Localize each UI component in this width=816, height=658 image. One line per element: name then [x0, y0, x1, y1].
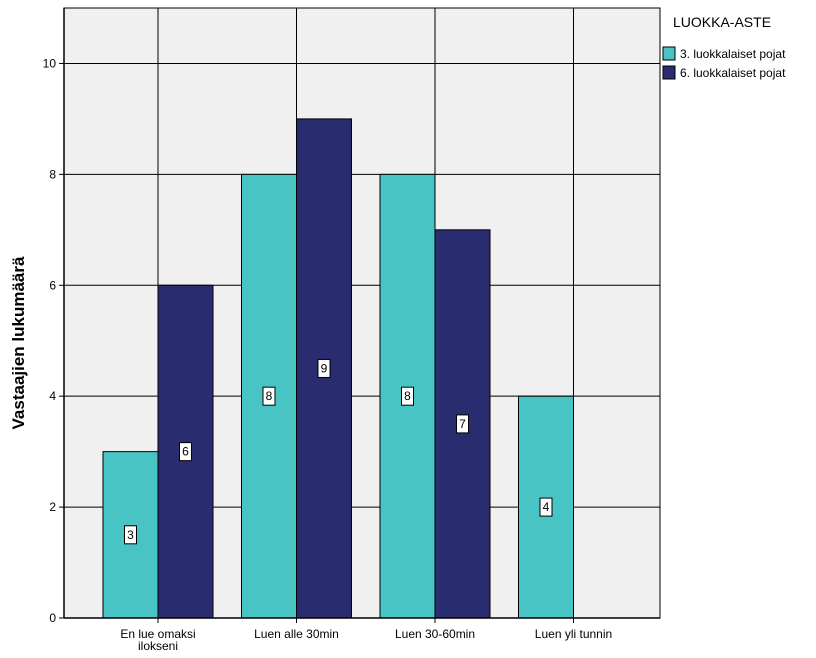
data-label: 3 [127, 528, 134, 542]
data-label-box [317, 358, 331, 378]
y-tick-label: 4 [49, 389, 56, 403]
y-tick-label: 10 [43, 56, 57, 70]
data-label-box [262, 386, 276, 406]
legend-entry: 6. luokkalaiset pojat [680, 66, 786, 80]
legend-entry: 3. luokkalaiset pojat [680, 47, 786, 61]
y-tick-label: 2 [49, 500, 56, 514]
y-tick-label: 6 [49, 278, 56, 292]
legend: LUOKKA-ASTE 3. luokkalaiset pojat 6. luok… [662, 14, 786, 80]
data-label-box [456, 414, 469, 434]
data-label: 8 [404, 389, 411, 403]
data-label-box [179, 442, 192, 462]
data-label-box [539, 497, 553, 517]
data-label: 6 [182, 445, 189, 459]
data-label: 4 [543, 500, 550, 514]
y-tick-label: 0 [49, 611, 56, 625]
y-tick-label: 8 [49, 167, 56, 181]
legend-swatch [662, 46, 676, 61]
x-tick-label: Luen alle 30min [254, 627, 339, 641]
legend-title: LUOKKA-ASTE [673, 14, 771, 30]
data-labels: 3 8 8 4 6 9 7 [124, 358, 553, 545]
data-label-box [401, 386, 414, 406]
data-label: 9 [321, 361, 328, 375]
data-label: 7 [459, 417, 466, 431]
x-tick-label: Luen 30-60min [395, 627, 475, 641]
bar [379, 173, 436, 619]
y-axis-label: Vastaajien lukumäärä [9, 256, 28, 429]
data-label: 8 [266, 389, 273, 403]
x-tick-label: En lue omaksi ilokseni [120, 627, 195, 653]
y-tick-labels: 0 2 4 6 8 10 [43, 56, 57, 625]
axes [59, 7, 661, 623]
data-label-box [124, 525, 137, 545]
x-tick-labels: En lue omaksi ilokseni Luen alle 30min Luen… [120, 627, 612, 653]
x-tick-label: Luen yli tunnin [535, 627, 612, 641]
legend-swatch [662, 65, 676, 80]
